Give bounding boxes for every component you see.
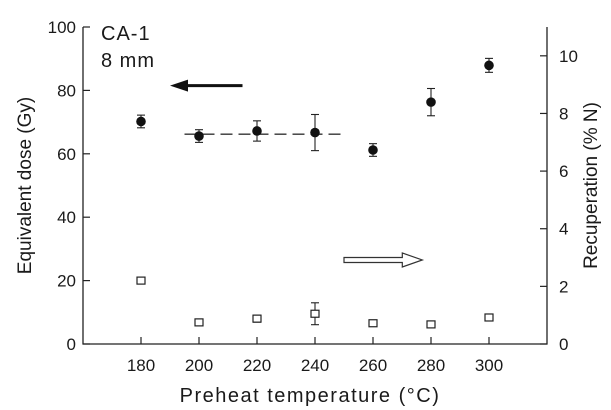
y-axis-left-label: Equivalent dose (Gy) — [15, 97, 36, 274]
arrow-to-right-axis — [343, 252, 425, 268]
y-left-tick-label: 100 — [48, 18, 76, 37]
x-tick-label: 260 — [359, 356, 387, 375]
x-tick-label: 200 — [185, 356, 213, 375]
y-right-tick-label: 10 — [559, 47, 578, 66]
plot-frame — [82, 27, 548, 345]
right-axis: 0 2 4 6 8 10 — [540, 47, 578, 354]
y-left-tick-label: 80 — [57, 81, 76, 100]
y-left-tick-label: 40 — [57, 208, 76, 227]
left-axis: 0 20 40 60 80 100 — [48, 18, 90, 354]
y-left-tick-label: 0 — [67, 335, 76, 354]
x-tick-label: 280 — [417, 356, 445, 375]
recuperation-point — [310, 309, 320, 318]
dose-point — [194, 131, 204, 141]
dose-point — [426, 97, 436, 107]
dose-point — [136, 116, 146, 127]
equivalent-dose-series — [136, 57, 494, 157]
overlays — [170, 79, 425, 268]
dose-point — [310, 127, 320, 138]
recuperation-point — [136, 276, 146, 285]
y-left-tick-label: 20 — [57, 272, 76, 291]
x-tick-label: 300 — [475, 356, 503, 375]
x-tick-label: 220 — [243, 356, 271, 375]
dose-point — [368, 145, 378, 155]
recuperation-point — [426, 320, 436, 329]
series-layer — [136, 57, 494, 329]
x-axis-label: Preheat temperature (°C) — [180, 385, 441, 407]
y-left-tick-label: 60 — [57, 145, 76, 164]
x-axis: 180 200 220 240 260 280 300 — [127, 337, 503, 375]
arrow-to-left-axis-head — [170, 79, 188, 92]
dose-point — [484, 60, 494, 71]
y-right-tick-label: 8 — [559, 104, 568, 123]
recuperation-point — [368, 319, 378, 328]
sample-label: CA-1 — [101, 23, 151, 45]
y-axis-right-label: Recuperation (% N) — [581, 102, 602, 269]
x-tick-label: 240 — [301, 356, 329, 375]
plot-frame-line — [82, 27, 548, 345]
recuperation-point — [484, 313, 494, 322]
recuperation-point — [194, 318, 204, 327]
recuperation-series — [136, 276, 494, 329]
dose-point — [252, 126, 262, 136]
y-right-tick-label: 2 — [559, 277, 568, 296]
recuperation-point — [252, 314, 262, 323]
x-tick-label: 180 — [127, 356, 155, 375]
y-right-tick-label: 4 — [559, 220, 568, 239]
size-label: 8 mm — [101, 50, 155, 72]
y-right-tick-label: 6 — [559, 162, 568, 181]
y-right-tick-label: 0 — [559, 335, 568, 354]
